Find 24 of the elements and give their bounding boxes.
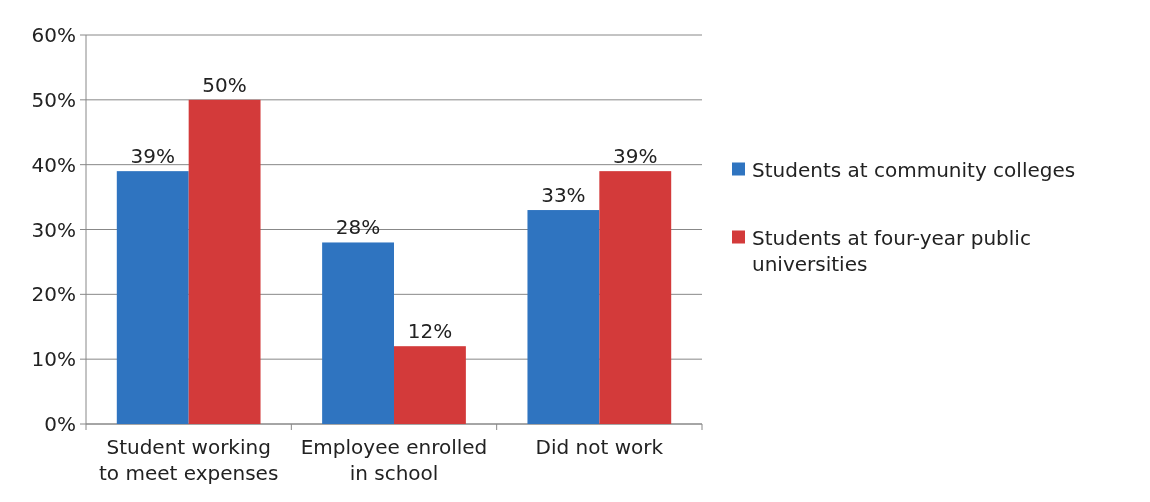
y-tick-label: 50% [31,87,76,112]
bar [394,346,466,424]
legend-label: Students at four-year public universities [752,225,1031,276]
y-tick-label: 60% [31,23,76,47]
y-tick-label: 10% [31,347,76,372]
y-tick-label: 40% [31,152,76,177]
x-tick-label: Did not work [535,435,664,459]
legend-label: Students at community colleges [752,157,1076,182]
x-tick-label: Student working to meet expenses [98,435,279,485]
bar [599,171,672,424]
data-label: 33% [541,183,586,208]
data-label: 39% [613,144,658,169]
bar [527,210,600,424]
data-label: 39% [130,144,175,169]
bar [188,99,261,424]
data-label: 12% [407,319,453,344]
x-tick-label: Employee enrolled in school [300,435,488,485]
bar [322,242,394,424]
y-tick-label: 30% [31,217,76,242]
data-label: 28% [335,215,381,240]
y-tick-label: 20% [31,282,76,307]
bar [116,171,189,424]
y-tick-label: 0% [44,412,76,436]
data-label: 50% [202,72,247,97]
